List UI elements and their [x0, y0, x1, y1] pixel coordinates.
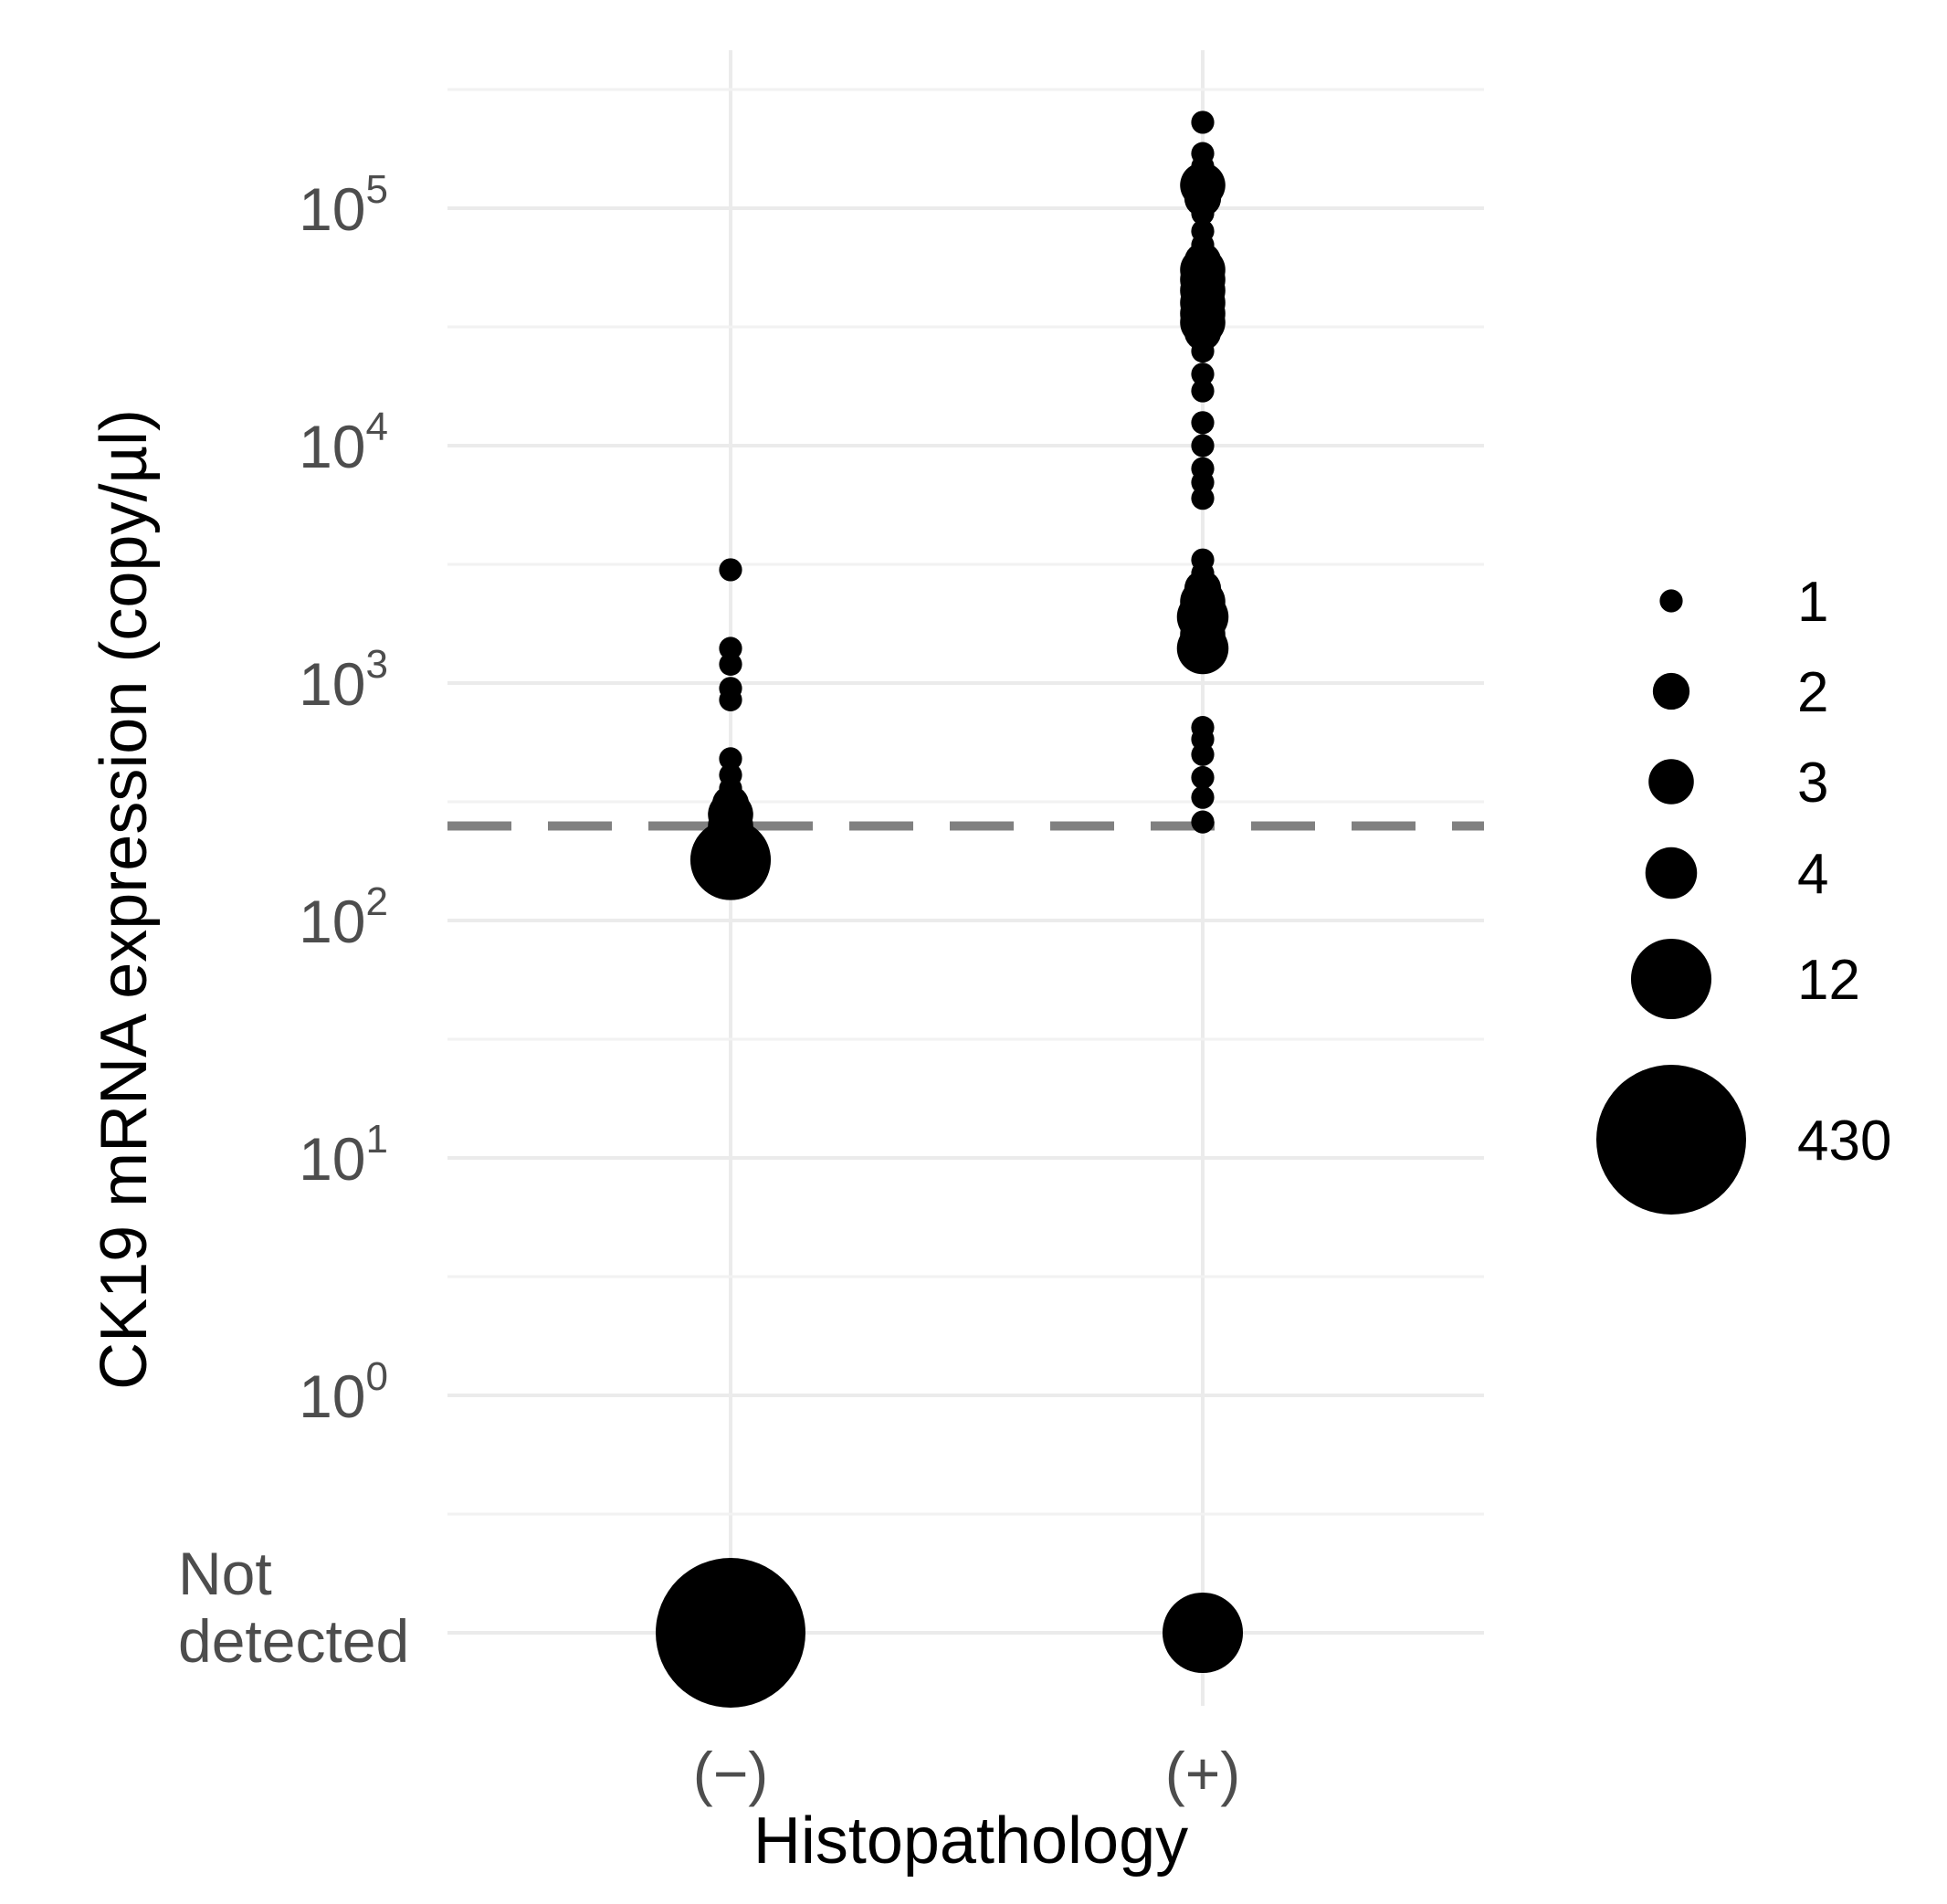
y-tick-label: 104 — [299, 405, 388, 480]
data-point — [656, 1558, 805, 1708]
data-point — [1191, 470, 1215, 494]
data-point — [1191, 810, 1215, 834]
data-point — [1191, 765, 1215, 790]
data-point — [1191, 742, 1215, 766]
data-point — [1191, 785, 1215, 809]
data-point — [719, 558, 742, 582]
x-tick-label: (+) — [1165, 1740, 1241, 1807]
data-point — [1184, 313, 1222, 352]
y-axis-tick-labels: 100 101 102 103 104 105 Not detected — [178, 167, 409, 1675]
y-axis-title: CK19 mRNA expression (copy/µl) — [88, 409, 161, 1390]
data-point — [719, 747, 742, 771]
y-tick-label: 103 — [299, 642, 388, 718]
data-point — [1176, 622, 1229, 675]
data-point — [1191, 339, 1215, 363]
x-axis-tick-labels: (−) (+) — [693, 1740, 1241, 1807]
data-point — [1191, 202, 1215, 226]
x-tick-label: (−) — [693, 1740, 769, 1807]
legend-label: 2 — [1797, 661, 1828, 724]
data-point — [1191, 110, 1215, 134]
legend-label: 3 — [1797, 752, 1828, 815]
data-point — [1191, 487, 1215, 510]
legend-key — [1645, 847, 1698, 899]
legend-key — [1659, 589, 1683, 613]
data-point — [719, 688, 742, 711]
legend-key — [1596, 1065, 1746, 1215]
y-tick-label: 100 — [299, 1354, 388, 1430]
data-point — [1191, 363, 1215, 386]
data-points — [656, 110, 1244, 1708]
data-point — [1191, 411, 1215, 435]
data-point — [1191, 379, 1215, 403]
legend-key — [1652, 672, 1690, 710]
legend-label: 12 — [1797, 949, 1860, 1012]
legend-label: 4 — [1797, 843, 1828, 906]
data-point — [1162, 1592, 1244, 1674]
y-tick-label: 102 — [299, 879, 388, 955]
data-point — [719, 636, 742, 660]
legend-label: 1 — [1797, 571, 1828, 634]
y-tick-label: 105 — [299, 167, 388, 243]
y-tick-label-not-detected: Not detected — [178, 1540, 409, 1675]
gridlines — [447, 50, 1484, 1706]
data-point — [719, 652, 742, 677]
y-tick-label: 101 — [299, 1117, 388, 1193]
legend-key — [1648, 759, 1694, 805]
data-point — [1191, 434, 1215, 458]
legend-label: 430 — [1797, 1110, 1891, 1173]
data-point — [689, 819, 772, 900]
legend-key — [1630, 938, 1712, 1020]
x-axis-title: Histopathology — [753, 1804, 1188, 1878]
